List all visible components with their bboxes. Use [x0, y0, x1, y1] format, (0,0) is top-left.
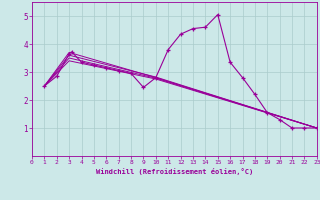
X-axis label: Windchill (Refroidissement éolien,°C): Windchill (Refroidissement éolien,°C) — [96, 168, 253, 175]
